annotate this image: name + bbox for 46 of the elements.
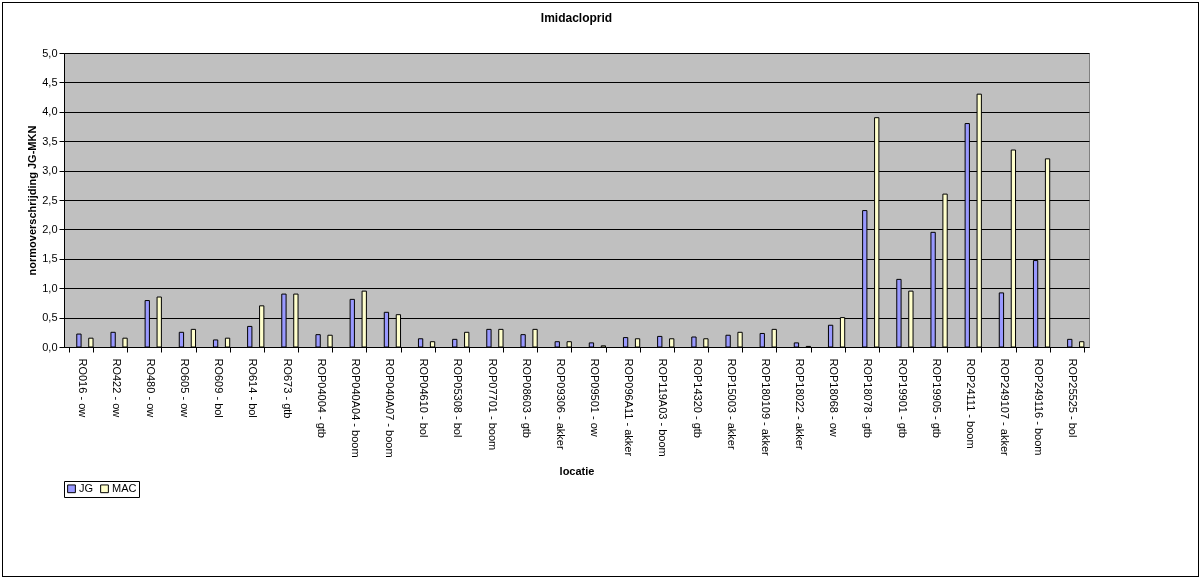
- y-tick-label: 3,0: [42, 164, 58, 177]
- x-tick-label: ROP19901 - gtb: [896, 358, 909, 438]
- x-axis-title: locatie: [559, 464, 595, 477]
- x-tick-label: ROP24111 - boom: [964, 358, 977, 449]
- y-axis-title: normoverschrijding JG-MKN: [26, 125, 39, 276]
- x-tick-label: RO609 - bol: [213, 358, 226, 418]
- y-tick-label: 1,5: [42, 252, 58, 265]
- x-tick-label: ROP18068 - ow: [828, 358, 841, 437]
- y-tick-label: 2,0: [42, 222, 58, 235]
- y-tick-label: 1,0: [42, 281, 58, 294]
- x-tick-label: ROP040A04 - boom: [349, 358, 362, 458]
- x-tick-label: RO480 - ow: [144, 358, 157, 418]
- x-tick-label: ROP09306 - akker: [554, 358, 567, 450]
- x-tick-label: ROP08603 - gtb: [520, 358, 533, 438]
- x-tick-label: ROP119A03 - boom: [657, 358, 670, 457]
- x-tick-label: ROP25525 - bol: [1067, 358, 1080, 438]
- x-tick-label: RO605 - ow: [179, 358, 192, 418]
- y-tick-label: 5,0: [42, 46, 58, 59]
- x-tick-label: ROP18078 - gtb: [862, 358, 875, 438]
- chart-title: Imidacloprid: [540, 11, 613, 25]
- y-tick-label: 4,0: [42, 105, 58, 118]
- x-tick-label: ROP04004 - gtb: [315, 358, 328, 438]
- y-tick-label: 2,5: [42, 193, 58, 206]
- x-tick-label: ROP07701 - boom: [486, 358, 499, 451]
- x-tick-label: ROP040A07 - boom: [384, 358, 397, 458]
- x-tick-label: ROP096A11 - akker: [623, 358, 636, 457]
- x-tick-label: ROP04610 - bol: [418, 358, 431, 438]
- x-tick-label: RO016 - ow: [76, 358, 89, 418]
- x-tick-label: ROP15003 - akker: [725, 358, 738, 450]
- x-tick-label: ROP249107 - akker: [999, 358, 1012, 457]
- x-tick-label: ROP14320 - gtb: [691, 358, 704, 438]
- y-tick-label: 0,5: [42, 311, 58, 324]
- x-tick-label: ROP09501 - ow: [589, 358, 602, 437]
- x-tick-label: ROP05308 - bol: [452, 358, 465, 438]
- legend-label: JG: [79, 481, 94, 494]
- x-tick-label: ROP180109 - akker: [759, 358, 772, 457]
- x-tick-label: RO673 - gtb: [281, 358, 294, 419]
- legend-label: MAC: [112, 481, 137, 494]
- y-tick-label: 0,0: [42, 340, 58, 353]
- x-tick-label: ROP19905 - gtb: [930, 358, 943, 438]
- y-tick-label: 4,5: [42, 75, 58, 88]
- x-tick-label: ROP249116 - boom: [1033, 358, 1046, 456]
- x-tick-label: RO614 - bol: [247, 358, 260, 418]
- y-tick-label: 3,5: [42, 134, 58, 147]
- x-tick-label: RO422 - ow: [110, 358, 123, 418]
- x-tick-label: ROP18022 - akker: [794, 358, 807, 450]
